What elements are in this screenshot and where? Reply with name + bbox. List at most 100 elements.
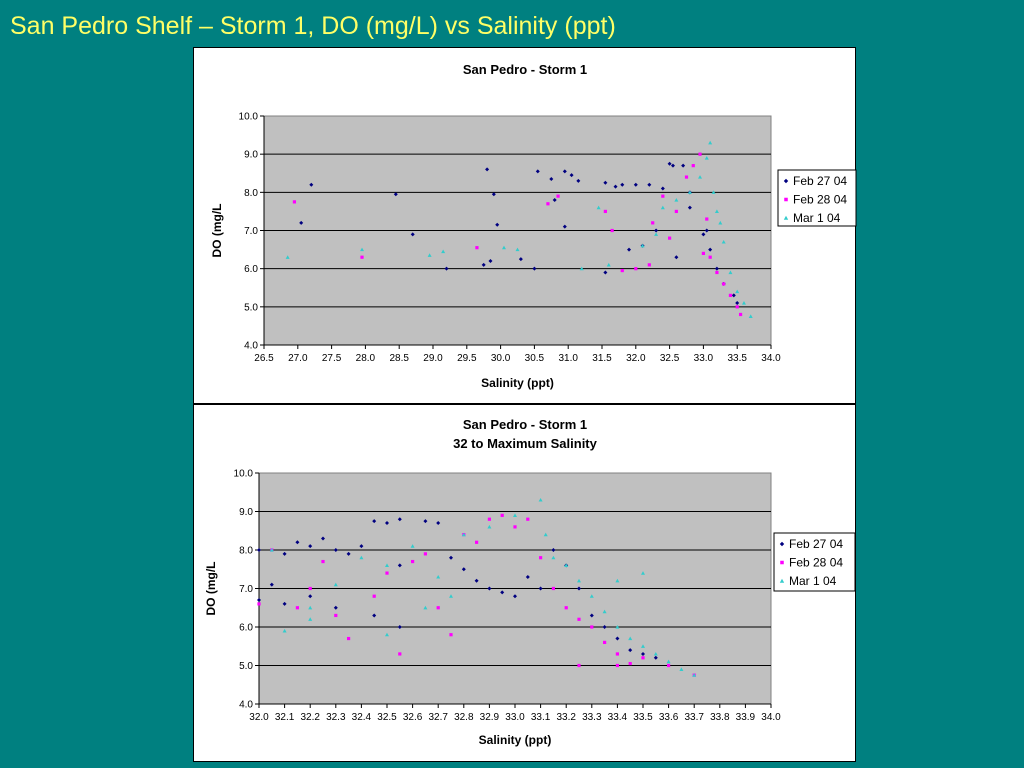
data-point xyxy=(569,173,574,178)
y-tick-label: 9.0 xyxy=(239,507,253,518)
data-point xyxy=(613,184,618,189)
data-point xyxy=(360,255,364,259)
data-point xyxy=(691,164,695,168)
data-point xyxy=(603,180,608,185)
data-point xyxy=(372,613,377,618)
x-tick-label: 29.0 xyxy=(423,353,443,364)
slide-title: San Pedro Shelf – Storm 1, DO (mg/L) vs … xyxy=(10,12,616,40)
legend-marker xyxy=(779,541,785,547)
data-point xyxy=(660,205,665,210)
y-tick-label: 7.0 xyxy=(244,226,258,237)
data-point xyxy=(546,202,550,206)
x-tick-label: 30.0 xyxy=(491,353,511,364)
data-point xyxy=(714,266,719,271)
data-point xyxy=(641,571,645,575)
data-point xyxy=(538,586,543,591)
chart-panel-full-range: San Pedro - Storm 1 4.0 5.0 6.0 7.0 8.0 9.0 10.… xyxy=(193,47,857,404)
data-point xyxy=(538,497,543,502)
y-tick-label: 5.0 xyxy=(244,302,258,313)
legend-marker xyxy=(779,578,785,583)
data-point xyxy=(513,513,517,517)
data-point xyxy=(346,551,351,556)
data-point xyxy=(651,221,655,225)
data-point xyxy=(474,578,479,583)
data-point xyxy=(551,548,556,552)
data-point xyxy=(397,625,402,629)
data-point xyxy=(738,312,743,317)
data-point xyxy=(481,262,486,267)
chart-title: San Pedro - Storm 1 xyxy=(463,62,587,77)
data-point xyxy=(359,544,364,549)
data-point xyxy=(333,548,338,552)
data-point xyxy=(590,625,594,629)
data-point xyxy=(518,257,523,262)
x-tick-label: 33.9 xyxy=(736,712,756,723)
data-point xyxy=(667,663,671,668)
data-point xyxy=(334,613,338,618)
data-point xyxy=(485,167,490,172)
data-point xyxy=(704,155,709,160)
data-point xyxy=(423,552,427,556)
chart-title: San Pedro - Storm 1 xyxy=(463,417,587,432)
data-point xyxy=(308,605,313,610)
data-point xyxy=(551,586,555,591)
data-point xyxy=(539,556,543,560)
x-tick-label: 28.5 xyxy=(389,353,409,364)
data-point xyxy=(620,182,625,187)
data-point xyxy=(269,582,274,587)
data-point xyxy=(475,246,479,250)
data-point xyxy=(704,228,709,233)
data-point xyxy=(674,197,679,202)
data-point xyxy=(654,232,659,236)
data-point xyxy=(610,228,614,233)
x-axis-label: Salinity (ppt) xyxy=(481,376,554,390)
data-point xyxy=(295,540,300,545)
x-tick-label: 33.7 xyxy=(684,712,704,723)
x-tick-label: 26.5 xyxy=(254,353,274,364)
data-point xyxy=(562,224,567,229)
data-point xyxy=(603,209,607,214)
data-point xyxy=(615,625,620,629)
legend-entry: Feb 28 04 xyxy=(789,556,843,570)
data-point xyxy=(714,209,719,214)
legend-entry: Mar 1 04 xyxy=(789,574,837,588)
data-point xyxy=(698,175,703,179)
x-tick-label: 27.5 xyxy=(322,353,342,364)
data-point xyxy=(372,519,377,524)
data-point xyxy=(556,194,560,198)
data-point xyxy=(627,247,632,252)
scatter-chart-full-range: San Pedro - Storm 1 4.0 5.0 6.0 7.0 8.0 9.0 10.… xyxy=(210,62,857,390)
data-point xyxy=(577,617,581,621)
data-point xyxy=(653,655,658,660)
data-point xyxy=(674,255,679,260)
data-point xyxy=(308,586,312,591)
data-point xyxy=(269,548,274,552)
data-point xyxy=(728,293,733,297)
data-point xyxy=(526,517,530,521)
legend-entry: Feb 27 04 xyxy=(793,174,847,188)
data-point xyxy=(721,239,726,244)
data-point xyxy=(308,544,313,549)
data-point xyxy=(728,270,733,275)
data-point xyxy=(333,582,338,587)
x-tick-label: 33.1 xyxy=(531,712,551,723)
data-point xyxy=(525,574,530,579)
data-point xyxy=(436,574,441,579)
data-point xyxy=(667,161,672,166)
data-point xyxy=(475,540,479,544)
data-point xyxy=(596,205,601,210)
data-point xyxy=(589,594,594,598)
data-point xyxy=(449,633,453,637)
data-point xyxy=(634,267,638,271)
data-point xyxy=(735,305,739,309)
x-tick-label: 29.5 xyxy=(457,353,477,364)
chart-subtitle: 32 to Maximum Salinity xyxy=(453,436,598,451)
data-point xyxy=(615,578,620,583)
series-feb-27-04 xyxy=(257,517,658,660)
x-tick-label: 34.0 xyxy=(761,353,781,364)
data-point xyxy=(670,163,675,168)
data-point xyxy=(577,578,581,583)
y-axis-label: DO (mg/L xyxy=(210,204,224,258)
series-mar-1-04 xyxy=(285,140,753,318)
data-point xyxy=(708,140,713,145)
